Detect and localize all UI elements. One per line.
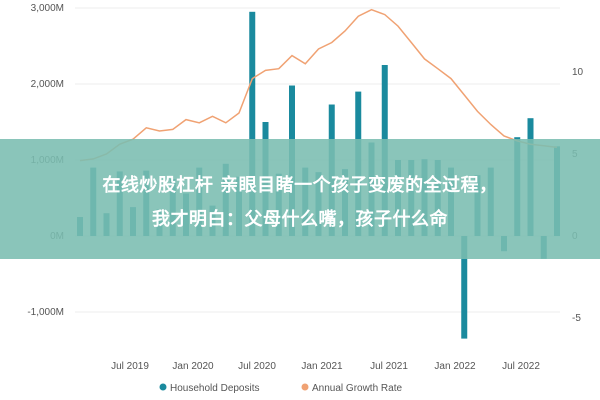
x-tick-label: Jul 2022 bbox=[502, 361, 540, 372]
y-left-tick-label: 3,000M bbox=[31, 3, 64, 14]
x-tick-label: Jan 2022 bbox=[434, 361, 476, 372]
legend-label-growth: Annual Growth Rate bbox=[312, 383, 402, 394]
legend-marker-deposits bbox=[159, 383, 167, 391]
banner-line-2: 我才明白：父母什么嘴，孩子什么命 bbox=[152, 209, 448, 230]
bar bbox=[249, 11, 256, 236]
y-right-tick-label: -5 bbox=[572, 313, 581, 324]
bar bbox=[461, 236, 468, 339]
legend-marker-growth bbox=[301, 383, 309, 391]
legend-label-deposits: Household Deposits bbox=[170, 383, 260, 394]
x-tick-label: Jan 2021 bbox=[301, 361, 343, 372]
x-tick-label: Jan 2020 bbox=[172, 361, 214, 372]
y-right-tick-label: 10 bbox=[572, 67, 584, 78]
growth-rate-line bbox=[79, 8, 558, 162]
x-tick-label: Jul 2020 bbox=[238, 361, 276, 372]
x-tick-label: Jul 2019 bbox=[111, 361, 149, 372]
x-tick-label: Jul 2021 bbox=[370, 361, 408, 372]
y-left-tick-label: 2,000M bbox=[31, 79, 64, 90]
y-left-tick-label: -1,000M bbox=[27, 307, 64, 318]
overlay-banner: 在线炒股杠杆 亲眼目睹一个孩子变废的全过程， 我才明白：父母什么嘴，孩子什么命 bbox=[0, 139, 600, 259]
banner-line-1: 在线炒股杠杆 亲眼目睹一个孩子变废的全过程， bbox=[102, 175, 498, 196]
